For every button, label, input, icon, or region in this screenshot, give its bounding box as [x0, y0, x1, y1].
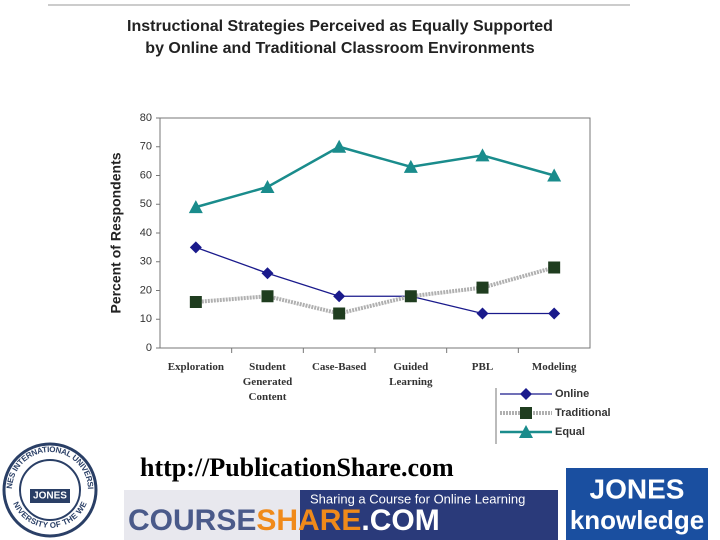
- banner-name: COURSESHARE.COM: [128, 504, 440, 537]
- y-tick-label: 80: [140, 112, 152, 124]
- y-tick-label: 70: [140, 141, 152, 153]
- data-point: [548, 307, 561, 320]
- data-point: [403, 159, 418, 173]
- series-line: [195, 145, 555, 209]
- seal-logo: JONES INTERNATIONAL UNIVERSITY UNIVERSIT…: [0, 0, 98, 538]
- series-line: [195, 265, 555, 316]
- data-point: [475, 148, 490, 162]
- seal-text: JONES INTERNATIONAL UNIVERSITY: [0, 0, 95, 489]
- seal-top-text: JONES INTERNATIONAL UNIVERSITY: [0, 0, 95, 489]
- brand-2: knowledge: [570, 505, 704, 535]
- y-tick-label: 20: [140, 284, 152, 296]
- banner-tagline: Sharing a Course for Online Learning: [310, 491, 525, 506]
- y-tick-label: 60: [140, 169, 152, 181]
- data-point: [404, 290, 417, 303]
- x-tick-label: Guided Learning: [389, 361, 433, 388]
- data-point: [332, 139, 347, 153]
- y-axis-label: Percent of Respondents: [108, 152, 124, 313]
- y-tick-label: 50: [140, 198, 152, 210]
- courseshare-banner: Sharing a Course for Online Learning COU…: [124, 490, 558, 540]
- y-tick-label: 10: [140, 313, 152, 325]
- data-point: [476, 281, 489, 294]
- data-point: [261, 290, 274, 303]
- legend-marker: [519, 425, 533, 438]
- y-tick-label: 30: [140, 256, 152, 268]
- brand-bg: [566, 468, 708, 540]
- jones-knowledge-logo: JONES knowledge: [566, 468, 708, 540]
- data-point: [189, 241, 202, 254]
- banner-name-3: .COM: [361, 504, 439, 537]
- y-tick-label: 0: [146, 342, 152, 354]
- data-point: [189, 296, 202, 308]
- legend-label: Online: [555, 388, 589, 400]
- x-tick-label: Modeling: [531, 361, 577, 373]
- data-point: [548, 261, 561, 274]
- data-point: [260, 180, 275, 193]
- x-tick-label: Student Generated Content: [242, 361, 293, 403]
- banner-name-2: SHARE: [256, 504, 361, 537]
- legend-marker: [520, 388, 532, 400]
- banner-name-1: COURSE: [128, 504, 256, 537]
- legend-marker: [520, 407, 532, 419]
- data-point: [333, 307, 346, 320]
- seal-center: JONES: [33, 491, 67, 502]
- data-point: [333, 290, 346, 303]
- legend-label: Traditional: [555, 407, 611, 419]
- series-line: [195, 246, 555, 315]
- y-tick-label: 40: [140, 227, 152, 239]
- seal-badge: [30, 489, 70, 503]
- x-tick-label: Exploration: [167, 361, 224, 373]
- url: http://PublicationShare.com: [140, 453, 454, 482]
- data-point: [476, 307, 489, 320]
- legend-label: Equal: [555, 426, 585, 438]
- data-point: [188, 200, 203, 214]
- chart-title: Instructional Strategies Perceived as Eq…: [127, 18, 553, 35]
- brand-1: JONES: [590, 473, 685, 504]
- data-point: [547, 168, 562, 182]
- x-tick-label: PBL: [471, 361, 494, 373]
- data-point: [261, 267, 274, 280]
- banner-dark: [300, 490, 558, 540]
- x-tick-label: Case-Based: [311, 361, 367, 373]
- chart-title: by Online and Traditional Classroom Envi…: [145, 40, 535, 57]
